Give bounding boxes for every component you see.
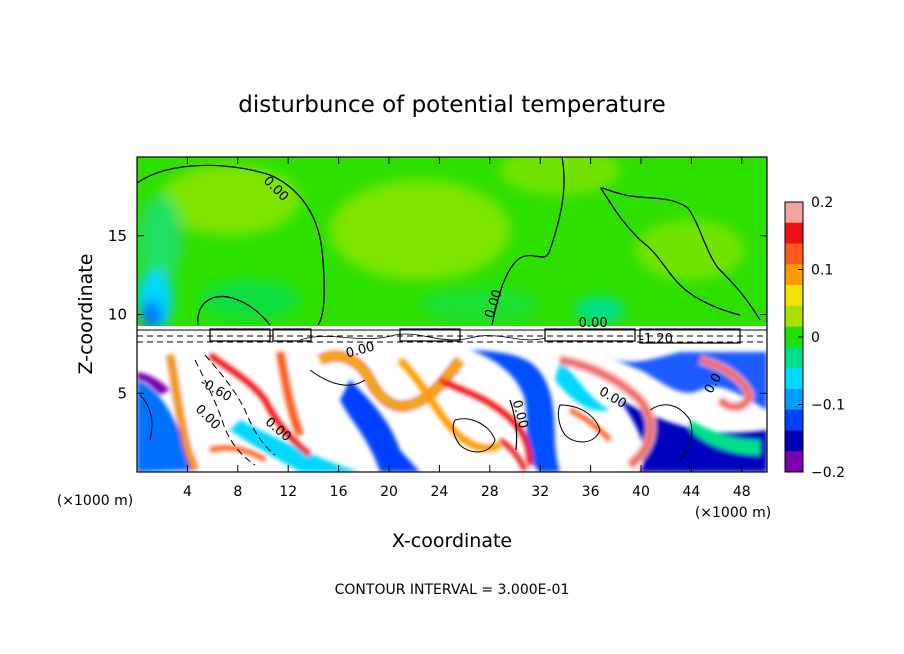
colorbar-segment (785, 409, 803, 431)
warm-lobe (160, 165, 300, 235)
contour-label: 0.00 (509, 398, 531, 430)
cool-lobe (420, 287, 540, 323)
colorbar-segment (785, 430, 803, 452)
lower-field (137, 345, 767, 472)
contour-label: -1.20 (639, 332, 673, 347)
x-unit-right: (×1000 m) (695, 505, 771, 521)
colorbar: 0.2 0.1 0 −0.1 −0.2 (784, 195, 845, 481)
contour-line (649, 404, 693, 461)
contour-line (139, 394, 153, 441)
x-tick-label: 24 (430, 484, 448, 500)
colorbar-segment (785, 285, 803, 307)
contour-line (137, 164, 325, 326)
contour-line (204, 354, 276, 456)
colorbar-segment (785, 264, 803, 286)
colorbar-tick-label: −0.2 (811, 465, 845, 481)
x-axis: 4 8 12 16 20 24 28 32 36 40 44 48 (183, 157, 751, 500)
x-tick-label: 20 (380, 484, 398, 500)
colorbar-segment (785, 388, 803, 411)
contour-line (557, 404, 601, 443)
warm-lobe (500, 157, 620, 195)
x-tick-label: 40 (632, 484, 650, 500)
cold-plume (142, 300, 162, 329)
x-tick-label: 8 (233, 484, 242, 500)
upper-field (137, 157, 767, 329)
colorbar-segment (785, 347, 803, 369)
x-tick-label: 16 (330, 484, 348, 500)
x-tick-label: 32 (531, 484, 549, 500)
x-tick-label: 36 (582, 484, 600, 500)
y-tick-label: 15 (108, 227, 127, 245)
colorbar-segment (785, 451, 803, 473)
warm-lobe (330, 180, 510, 280)
contour-line (309, 369, 366, 386)
contour-line (197, 295, 271, 326)
y-axis: 5 10 15 (108, 227, 767, 402)
x-tick-label: 28 (481, 484, 499, 500)
colorbar-segment (785, 202, 803, 224)
colorbar-segment (785, 326, 803, 348)
warm-lobe (635, 220, 745, 280)
y-axis-label: Z-coordinate (75, 254, 97, 375)
x-axis-label: X-coordinate (392, 530, 512, 552)
colorbar-segment (785, 305, 803, 328)
colorbar-segment (785, 222, 803, 245)
contour-label: 0.00 (344, 340, 376, 362)
colorbar-tick-label: −0.1 (811, 398, 845, 414)
x-unit-left: (×1000 m) (57, 493, 133, 509)
cold-plume (575, 296, 625, 324)
chart-title: disturbunce of potential temperature (238, 92, 666, 118)
colorbar-tick-label: 0.2 (811, 195, 833, 211)
x-tick-label: 4 (183, 484, 192, 500)
cold-plume (138, 195, 182, 285)
contour-label: 0.00 (579, 316, 608, 331)
colorbar-segment (785, 368, 803, 390)
contour-line (491, 157, 565, 326)
contour-line (452, 418, 496, 453)
colorbar-segment (785, 243, 803, 265)
contour-line (194, 359, 256, 466)
contour-interval-note: CONTOUR INTERVAL = 3.000E-01 (335, 582, 570, 598)
x-tick-label: 44 (682, 484, 700, 500)
plot-area: 0.000.000.00-1.200.00-0.600.00 0.00 0.000.… (137, 157, 767, 472)
colorbar-tick-label: 0.1 (811, 263, 833, 279)
x-tick-label: 12 (279, 484, 297, 500)
colorbar-tick-label: 0 (811, 330, 820, 346)
contour-line (509, 399, 518, 451)
contour-line (600, 187, 761, 321)
y-tick-label: 5 (117, 384, 127, 402)
cool-lobe (200, 280, 300, 320)
x-tick-label: 48 (733, 484, 751, 500)
y-tick-label: 10 (108, 306, 127, 324)
